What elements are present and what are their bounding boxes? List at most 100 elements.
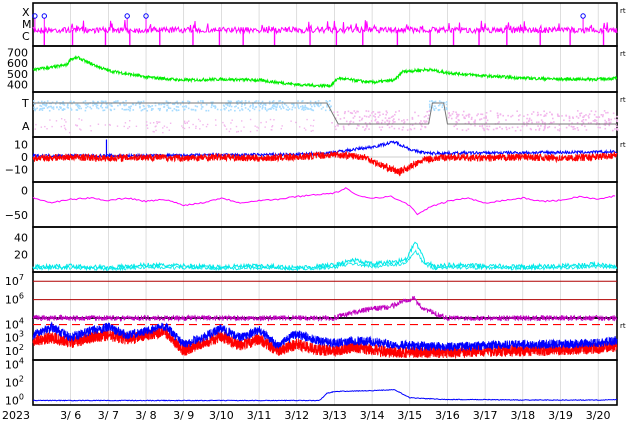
sector-point-t — [43, 101, 46, 103]
sector-point-a — [313, 119, 315, 121]
sector-point-t — [166, 109, 168, 112]
sector-point-t — [281, 101, 284, 103]
ytick-sector-A: A — [22, 120, 30, 133]
sector-point-a — [273, 119, 275, 121]
sector-point-t — [302, 109, 305, 111]
sector-point-t — [229, 104, 231, 106]
sector-point-a — [339, 118, 342, 120]
sector-point-a — [406, 129, 409, 131]
flare-marker-1 — [41, 13, 48, 19]
sector-point-t — [433, 108, 435, 110]
sector-point-a — [456, 121, 458, 124]
sector-point-a — [565, 114, 567, 117]
sector-point-t — [109, 103, 111, 106]
sector-point-a — [270, 129, 273, 131]
sector-point-a — [499, 113, 502, 115]
sector-point-a — [457, 119, 460, 121]
sector-point-a — [565, 126, 568, 129]
sector-point-a — [35, 123, 37, 126]
ytick-sep-2: 100 — [5, 393, 24, 408]
electron-series — [32, 295, 617, 323]
sector-point-t — [248, 100, 250, 103]
sector-point-t — [311, 109, 314, 111]
sector-point-a — [505, 119, 507, 121]
sector-point-a — [465, 129, 468, 132]
sector-point-t — [143, 108, 146, 110]
sector-point-t — [125, 108, 128, 111]
sector-point-a — [240, 130, 242, 132]
sector-point-t — [435, 107, 437, 110]
sector-point-t — [36, 107, 38, 110]
sector-point-a — [129, 120, 131, 122]
sector-point-t — [230, 105, 233, 108]
sector-point-t — [190, 108, 193, 111]
sector-point-t — [210, 106, 213, 109]
sector-point-t — [300, 105, 302, 108]
sector-point-t — [38, 109, 41, 111]
sector-point-t — [194, 109, 197, 112]
sector-point-a — [497, 114, 500, 117]
sector-point-a — [223, 124, 226, 126]
sector-point-t — [314, 100, 317, 103]
sector-point-a — [547, 126, 549, 129]
right-mark-flare: rt — [620, 7, 626, 15]
sector-point-a — [365, 115, 368, 118]
sector-point-t — [252, 105, 254, 107]
sector-point-t — [33, 106, 35, 109]
sector-point-t — [292, 103, 295, 106]
sector-point-t — [239, 101, 241, 103]
sector-point-a — [526, 117, 528, 120]
sector-point-t — [160, 103, 162, 106]
sector-point-a — [350, 112, 353, 114]
sector-point-a — [385, 113, 387, 116]
sector-point-t — [89, 106, 91, 109]
sector-point-a — [337, 114, 339, 116]
sector-point-t — [129, 107, 132, 110]
sector-point-t — [228, 105, 231, 108]
sector-point-t — [85, 106, 87, 109]
sep-series — [32, 388, 617, 402]
sector-point-a — [205, 125, 208, 128]
sector-point-t — [319, 104, 322, 106]
sector-point-t — [255, 100, 258, 102]
sector-point-a — [614, 117, 616, 120]
sector-point-t — [304, 104, 307, 107]
sector-point-t — [151, 108, 153, 110]
flare-marker-2 — [124, 13, 130, 19]
sector-point-a — [420, 123, 422, 126]
sector-point-t — [123, 108, 126, 111]
ytick-speed-600: 600 — [7, 57, 28, 70]
sector-point-a — [169, 122, 172, 124]
sector-point-t — [166, 104, 169, 107]
sector-point-t — [264, 106, 267, 109]
sector-point-t — [200, 100, 202, 102]
sector-point-t — [225, 103, 227, 106]
sector-point-t — [244, 100, 247, 102]
sector-point-a — [76, 124, 79, 127]
ytick-ae-1: 20 — [14, 249, 28, 262]
sector-point-a — [571, 116, 574, 119]
sector-point-a — [229, 128, 232, 130]
sector-point-a — [497, 116, 499, 119]
sector-point-a — [543, 115, 545, 118]
sector-point-t — [97, 107, 100, 110]
sector-point-a — [124, 122, 127, 124]
sector-point-t — [138, 101, 140, 103]
sector-point-t — [46, 100, 49, 102]
sector-point-a — [514, 129, 517, 132]
sector-point-t — [132, 109, 135, 111]
sector-point-a — [603, 110, 606, 112]
sector-point-a — [535, 128, 537, 131]
sector-point-a — [510, 115, 512, 118]
sector-point-t — [142, 100, 145, 103]
sector-point-a — [419, 122, 421, 124]
xtick-label: 3/12 — [284, 409, 309, 422]
sector-point-a — [554, 126, 556, 129]
sector-point-a — [104, 124, 107, 126]
sector-point-a — [368, 122, 371, 124]
sector-point-t — [276, 104, 279, 106]
sector-point-t — [237, 107, 240, 109]
ytick-sep-0: 104 — [5, 357, 24, 372]
sector-point-t — [223, 105, 226, 108]
sector-point-t — [229, 102, 232, 105]
